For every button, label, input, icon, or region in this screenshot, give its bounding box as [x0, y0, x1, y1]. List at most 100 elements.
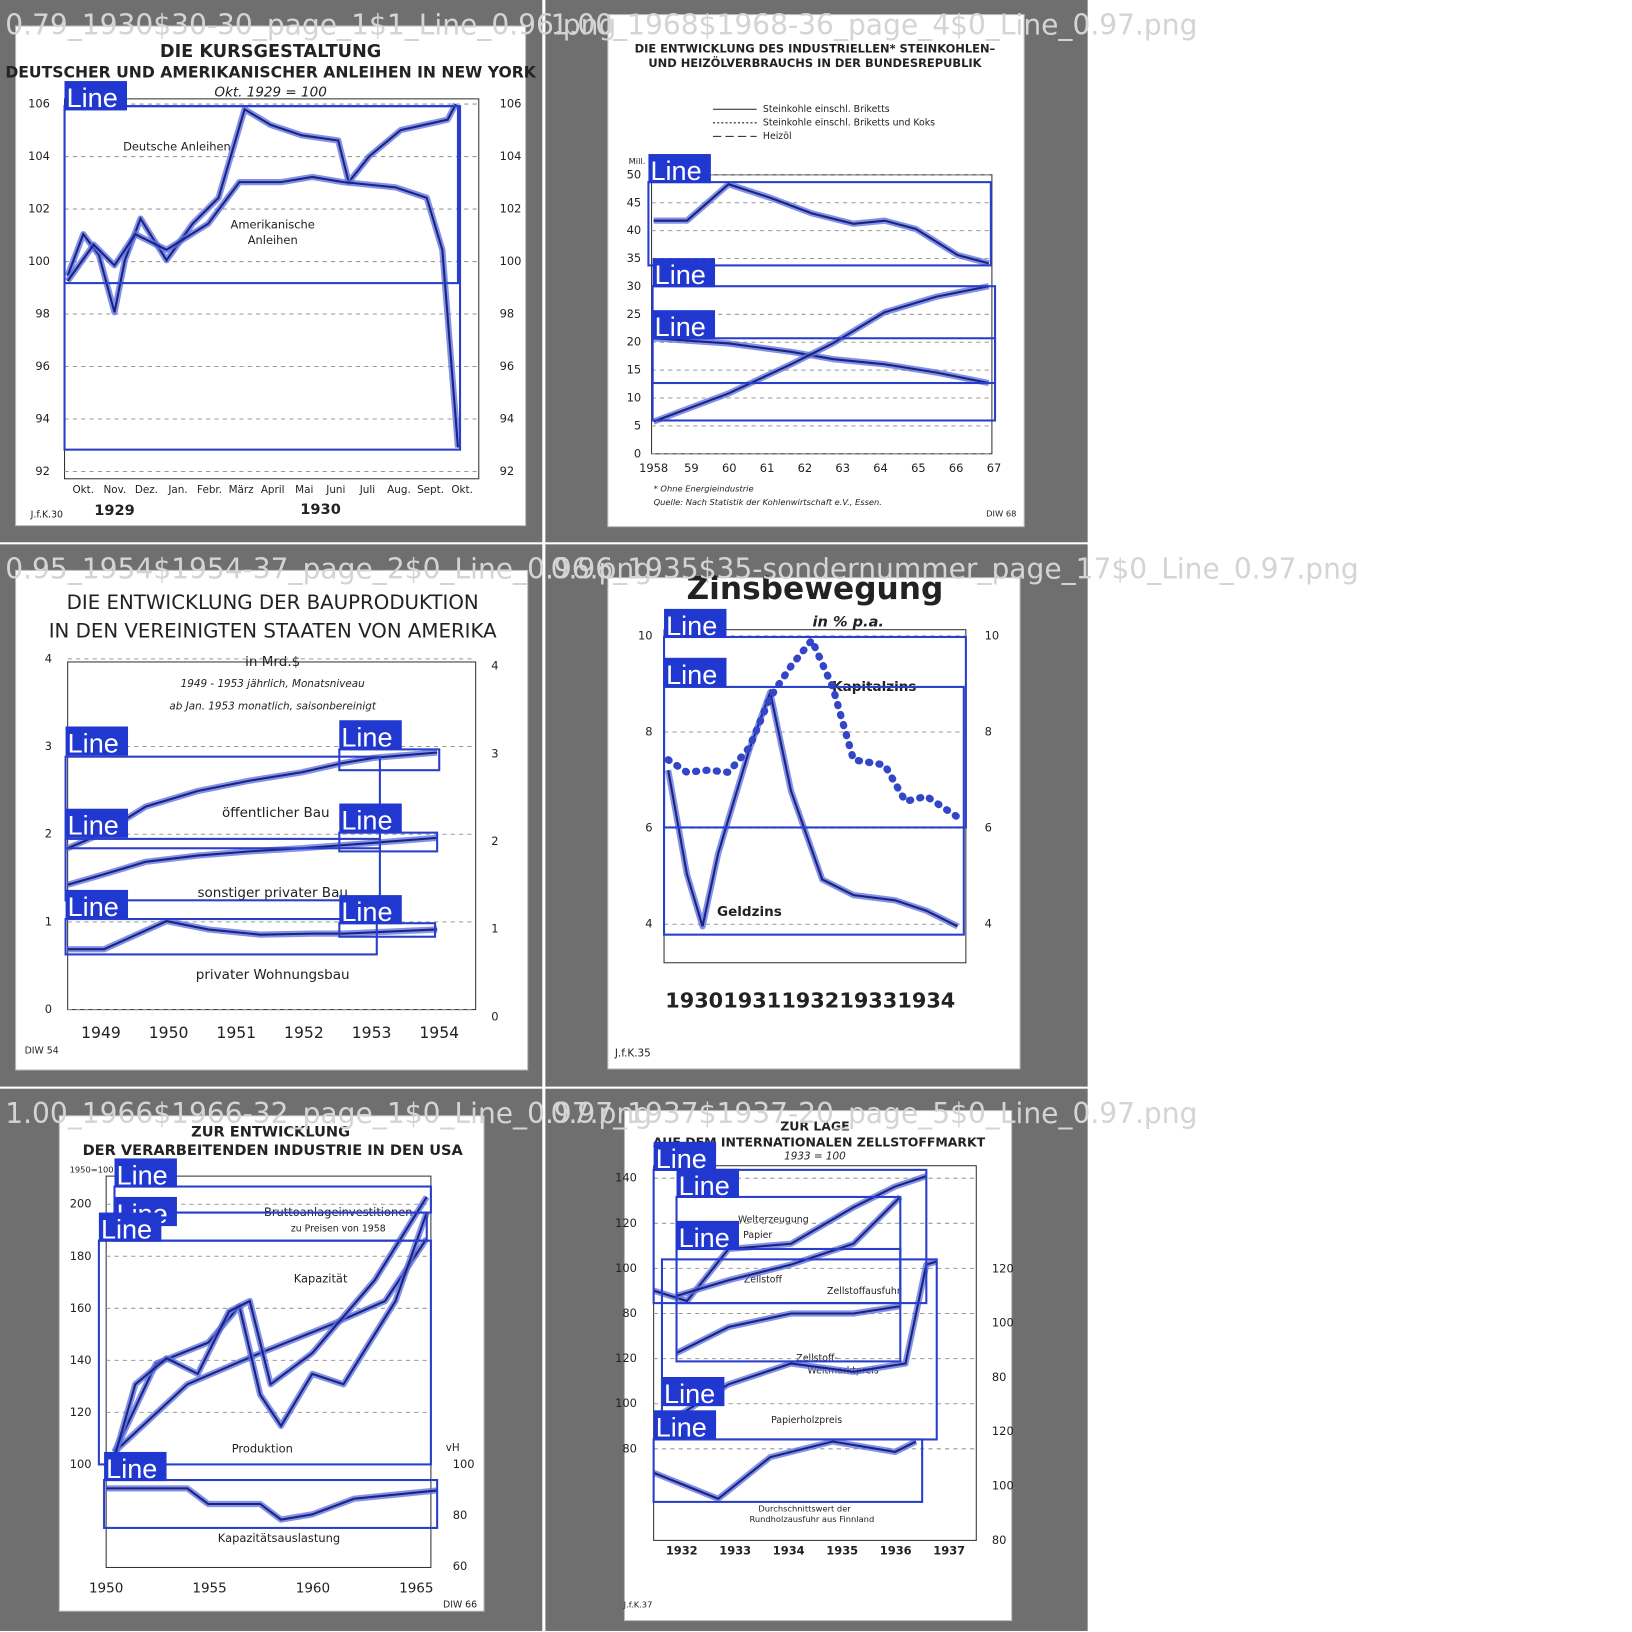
chart-text: 1949 - 1953 jährlich, Monatsniveau — [181, 678, 365, 690]
curve — [653, 183, 990, 265]
y-tick-label: 120 — [70, 1405, 92, 1419]
curve — [653, 1175, 927, 1303]
chart-title: DEUTSCHER UND AMERIKANISCHER ANLEIHEN IN… — [5, 63, 536, 81]
detection-label: Line — [68, 729, 119, 759]
detection-box — [651, 337, 997, 385]
y-tick-label-right: 92 — [500, 464, 515, 478]
chart-text: Mill. — [629, 156, 646, 166]
detection-label-bg — [664, 608, 727, 639]
x-tick-label: 1952 — [284, 1024, 324, 1042]
x-tick-label: 1934 — [897, 988, 955, 1012]
y-tick-label: 120 — [615, 1351, 637, 1365]
chart-text: Produktion — [232, 1441, 293, 1455]
curve — [66, 103, 457, 313]
y-tick-label-right: 80 — [992, 1370, 1007, 1384]
detection-label: Line — [117, 1160, 168, 1190]
y-tick-label: 160 — [70, 1301, 92, 1315]
x-tick-label: Okt. — [72, 484, 94, 496]
chart-text: Papierholzpreis — [771, 1415, 842, 1426]
x-tick-label: 1933 — [719, 1543, 751, 1557]
y-tick-label-right: 100 — [992, 1316, 1014, 1330]
x-tick-label: 60 — [722, 461, 737, 475]
y-tick-label-right: 96 — [500, 359, 515, 373]
chart-title: DIE ENTWICKLUNG DES INDUSTRIELLEN* STEIN… — [635, 41, 996, 55]
chart-text: Geldzins — [717, 904, 782, 920]
x-tick-label: 1936 — [880, 1543, 912, 1557]
y-tick-label: 140 — [615, 1171, 637, 1185]
y-tick-label-right: 6 — [985, 821, 992, 835]
x-tick-label: 1930 — [665, 988, 723, 1012]
chart-text: vH — [446, 1442, 460, 1454]
y-tick-label: 104 — [28, 149, 50, 163]
y-tick-label-right: 0 — [491, 1009, 498, 1023]
detection-label-bg — [648, 154, 711, 184]
detection-label-bg — [652, 310, 716, 340]
chart-text: Zellstoff — [744, 1275, 783, 1286]
y-tick-label: 15 — [627, 363, 642, 377]
y-tick-label: 106 — [28, 97, 50, 111]
x-tick-label: 1950 — [149, 1024, 189, 1042]
curve — [667, 688, 959, 928]
x-tick-label: 1935 — [826, 1543, 858, 1557]
y-tick-label-right: 60 — [453, 1559, 468, 1573]
y-tick-label: 94 — [35, 412, 50, 426]
x-tick-label: 1955 — [192, 1580, 226, 1596]
chart-text: öffentlicher Bau — [222, 805, 330, 821]
y-tick-label-right: 4 — [491, 659, 498, 673]
y-tick-label: 25 — [627, 307, 642, 321]
y-tick-label-right: 100 — [500, 254, 522, 268]
detection-label-bg — [661, 1377, 725, 1407]
y-tick-label-right: 94 — [500, 412, 515, 426]
curve — [653, 285, 989, 423]
x-tick-label: 1934 — [773, 1543, 805, 1557]
x-tick-label: Nov. — [103, 484, 126, 496]
x-tick-label: 1953 — [352, 1024, 392, 1042]
chart-title: AUF DEM INTERNATIONALEN ZELLSTOFFMARKT — [653, 1134, 986, 1149]
x-tick-label: 64 — [873, 461, 888, 475]
detection-label: Line — [679, 1223, 730, 1253]
detection-label-bg — [653, 1141, 717, 1171]
chart-text: zu Preisen von 1958 — [291, 1224, 386, 1235]
y-tick-label: 100 — [70, 1457, 92, 1471]
detection-label-bg — [676, 1220, 739, 1251]
y-tick-label-right: 3 — [491, 746, 498, 760]
file-name: 0.95_1954$1954-37_page_2$0_Line_0.96.png — [5, 553, 652, 586]
detection-label: Line — [341, 806, 392, 836]
x-tick-label: 1960 — [296, 1580, 330, 1596]
x-tick-label: 1965 — [399, 1580, 433, 1596]
detection-box — [63, 105, 462, 451]
chart-text: Amerikanische — [231, 217, 315, 231]
x-tick-label: 1951 — [216, 1024, 256, 1042]
y-tick-label-right: 2 — [491, 834, 498, 848]
chart-text: privater Wohnungsbau — [196, 967, 350, 983]
detection-box — [97, 1239, 432, 1466]
detection-label-bg — [104, 1451, 167, 1482]
detection-label: Line — [341, 722, 392, 752]
detection-label-bg — [114, 1158, 177, 1188]
detection-label-bg — [339, 895, 402, 925]
detection-label-bg — [339, 803, 402, 833]
x-tick-label: Aug. — [387, 484, 411, 496]
detection-label: Line — [68, 811, 119, 841]
y-tick-label: 10 — [627, 391, 642, 405]
detection-box — [64, 837, 381, 902]
file-name: 0.96_1935$35-sondernummer_page_17$0_Line… — [551, 553, 1359, 586]
x-tick-label: 67 — [987, 461, 1002, 475]
x-tick-label: 1932 — [781, 988, 839, 1012]
y-tick-label: 3 — [45, 739, 52, 753]
y-tick-label-right: 120 — [992, 1261, 1014, 1275]
x-tick-label: 1958 — [639, 461, 668, 475]
y-tick-label: 200 — [70, 1197, 92, 1211]
chart-title: UND HEIZÖLVERBRAUCHS IN DER BUNDESREPUBL… — [648, 55, 982, 70]
y-tick-label: 4 — [45, 651, 52, 665]
curve — [106, 1487, 438, 1521]
x-tick-label: Okt. — [451, 484, 473, 496]
chart-title: 1933 = 100 — [784, 1150, 846, 1162]
chart-text: Steinkohle einschl. Briketts — [763, 104, 890, 115]
y-tick-label-right: 1 — [491, 922, 498, 936]
chart-text: DIW 54 — [25, 1046, 59, 1057]
x-tick-label: April — [261, 484, 285, 496]
y-tick-label-right: 10 — [985, 628, 1000, 642]
detection-label-bg — [653, 1410, 717, 1440]
